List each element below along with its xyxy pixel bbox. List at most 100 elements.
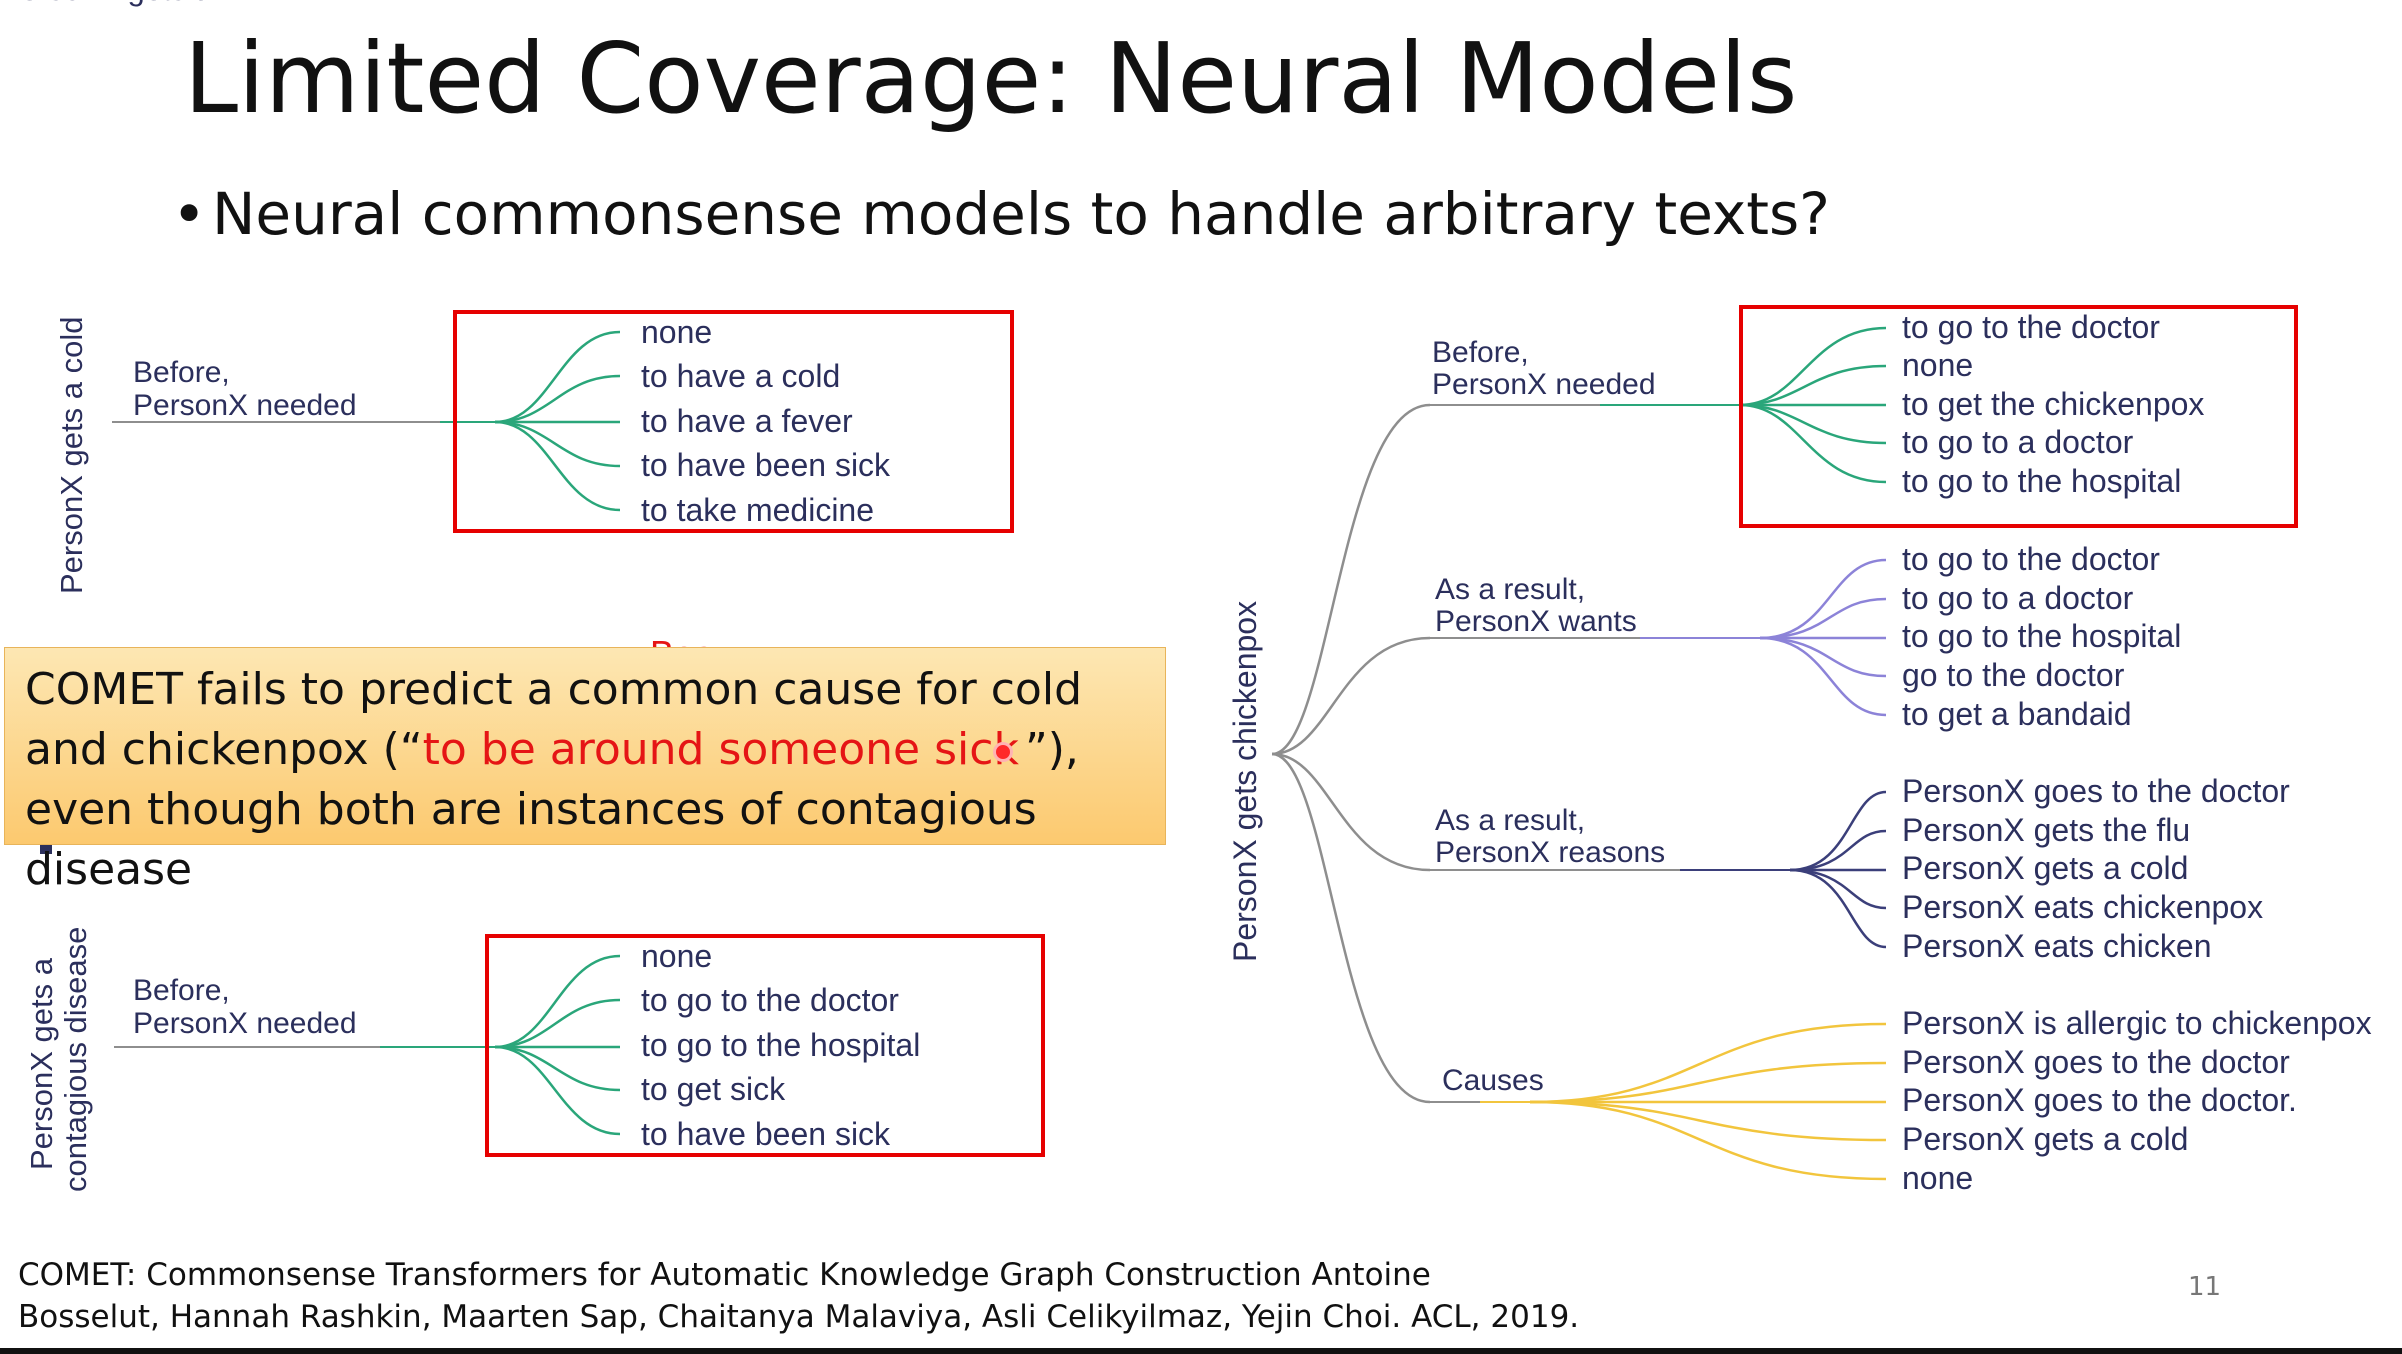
- fan-curve: [1789, 790, 1887, 872]
- bottom-border: [0, 1348, 2402, 1354]
- relation-line: As a result,: [1435, 804, 1585, 837]
- trunk-curve: [1271, 752, 1431, 872]
- tree-item: PersonX gets a cold: [1902, 850, 2188, 886]
- tree-root-label: PersonX gets chickenpox: [1227, 601, 1263, 962]
- tree-item: PersonX eats chickenpox: [1902, 889, 2263, 925]
- pointer-cursor-icon: [992, 742, 1013, 762]
- tree-root-line: PersonX gets a: [24, 957, 59, 1170]
- fan-curve: [1789, 868, 1887, 949]
- fan-curve: [494, 420, 621, 512]
- tree-item: to have a fever: [641, 403, 853, 439]
- tree-item: to go to a doctor: [1902, 424, 2134, 460]
- fan-curve: [494, 998, 621, 1049]
- callout-text: COMET fails to predict a common cause fo…: [25, 664, 1083, 775]
- fan-curve: [494, 1045, 621, 1092]
- tree-item: to go to the hospital: [1902, 463, 2181, 499]
- tree-item: go to the doctor: [1902, 657, 2125, 693]
- relation-line: PersonX needed: [133, 389, 357, 422]
- tree-item: to have a cold: [641, 358, 840, 394]
- fan-curve: [1529, 1100, 1887, 1181]
- highlight-box: [485, 934, 1045, 1157]
- fan-curve: [1739, 364, 1887, 407]
- fan-curve: [1529, 1022, 1887, 1104]
- trunk-curves: [1271, 403, 1431, 1104]
- tree-fan: [1529, 1022, 1887, 1181]
- fan-curve: [1739, 403, 1887, 445]
- tree-fan: [494, 330, 621, 512]
- fan-curve: [494, 420, 621, 468]
- relation-line: Before,: [133, 974, 230, 1007]
- root-line: PersonX gets a: [0, 0, 213, 7]
- tree-fan: [1759, 558, 1887, 717]
- relation-label: Before, PersonX needed: [1432, 336, 1656, 401]
- relation-label: Before, PersonX needed: [133, 974, 357, 1040]
- tree-contagious: PersonX gets a PersonX gets a contagious…: [0, 0, 1045, 1192]
- trunk-curve: [1271, 636, 1431, 756]
- tree-item: to have been sick: [641, 1116, 891, 1152]
- page-number: 11: [2188, 1272, 2222, 1302]
- tree-item: to go to the hospital: [1902, 618, 2181, 654]
- citation-line: Bosselut, Hannah Rashkin, Maarten Sap, C…: [18, 1299, 1580, 1335]
- highlight-box: [1739, 305, 2298, 528]
- trunk-curve: [1271, 403, 1431, 756]
- tree-item: none: [1902, 1160, 1973, 1196]
- fan-curve: [1759, 558, 1887, 640]
- citation-line: COMET: Commonsense Transformers for Auto…: [18, 1257, 1431, 1293]
- relation-line: As a result,: [1435, 573, 1585, 606]
- relation-line: PersonX needed: [1432, 368, 1656, 401]
- fan-curve: [1789, 829, 1887, 872]
- tree-item: PersonX goes to the doctor.: [1902, 1082, 2297, 1118]
- tree-item: to take medicine: [641, 492, 874, 528]
- tree-item: to go to the doctor: [1902, 541, 2160, 577]
- trunk-curve: [1271, 752, 1431, 1104]
- fan-curve: [494, 1045, 621, 1136]
- callout-box: COMET fails to predict a common cause fo…: [4, 647, 1166, 895]
- tree-cold: PersonX gets a cold Before, PersonX need…: [54, 310, 1014, 594]
- tree-fan: [1789, 790, 1887, 949]
- tree-fan: [1739, 326, 1887, 484]
- tree-item: none: [1902, 347, 1973, 383]
- tree-item: to go to a doctor: [1902, 580, 2134, 616]
- fan-curve: [1759, 636, 1887, 717]
- tree-item: none: [641, 938, 712, 974]
- citation: COMET: Commonsense Transformers for Auto…: [18, 1254, 1579, 1338]
- tree-item: to go to the doctor: [641, 982, 899, 1018]
- tree-item: to get the chickenpox: [1902, 386, 2204, 422]
- fan-curve: [494, 330, 621, 424]
- fan-curve: [494, 374, 621, 424]
- tree-item: to go to the hospital: [641, 1027, 920, 1063]
- tree-chickenpox: PersonX gets chickenpox Before, PersonX …: [1227, 305, 2372, 1196]
- tree-item: PersonX is allergic to chickenpox: [1902, 1005, 2372, 1041]
- callout-highlight: to be around someone sick: [422, 724, 1019, 775]
- relation-label: As a result, PersonX wants: [1435, 573, 1637, 638]
- fan-curve: [494, 954, 621, 1049]
- callout-text: ”), even though both are instances of co…: [25, 724, 1079, 895]
- relation-line: PersonX reasons: [1435, 836, 1665, 869]
- relation-line: PersonX needed: [133, 1007, 357, 1040]
- slide-title: Limited Coverage: Neural Models: [184, 22, 1798, 135]
- relation-label: Causes: [1442, 1064, 1544, 1097]
- tree-item: PersonX goes to the doctor: [1902, 1044, 2290, 1080]
- relation-line: Before,: [1432, 336, 1529, 369]
- tree-item: PersonX eats chicken: [1902, 928, 2212, 964]
- tree-root-line: contagious disease: [58, 927, 93, 1192]
- relation-label: As a result, PersonX reasons: [1435, 804, 1665, 869]
- bullet-point: •Neural commonsense models to handle arb…: [172, 180, 1830, 248]
- tree-fan: [494, 954, 621, 1136]
- tree-item: PersonX gets the flu: [1902, 812, 2190, 848]
- tree-item: to get a bandaid: [1902, 696, 2132, 732]
- fan-curve: [1529, 1061, 1887, 1104]
- bullet-text: Neural commonsense models to handle arbi…: [212, 180, 1830, 248]
- fan-curve: [1739, 326, 1887, 407]
- tree-root-label: PersonX gets a: [0, 0, 213, 7]
- tree-item: to go to the doctor: [1902, 309, 2160, 345]
- fan-curve: [1789, 868, 1887, 910]
- tree-item: to get sick: [641, 1071, 786, 1107]
- fan-curve: [1759, 597, 1887, 640]
- tree-item: PersonX goes to the doctor: [1902, 773, 2290, 809]
- tree-item: to have been sick: [641, 447, 891, 483]
- tree-root-label: PersonX gets a cold: [54, 317, 89, 594]
- fan-curve: [1529, 1100, 1887, 1142]
- tree-item: PersonX gets a cold: [1902, 1121, 2188, 1157]
- relation-label: Before, PersonX needed: [133, 356, 357, 422]
